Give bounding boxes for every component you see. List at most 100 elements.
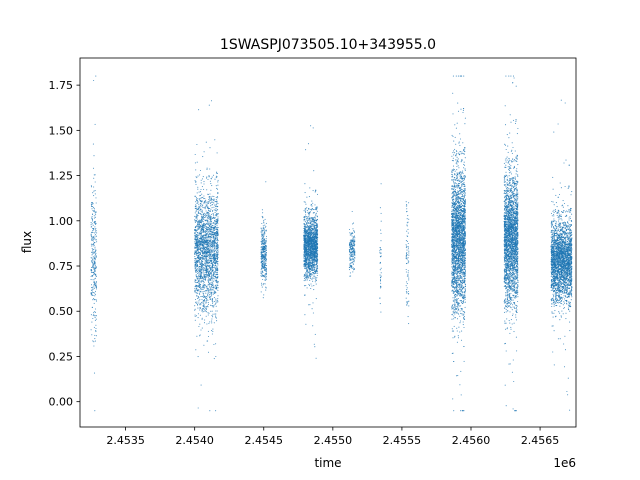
data-point bbox=[206, 201, 208, 203]
data-point bbox=[95, 230, 97, 232]
data-point bbox=[313, 285, 315, 287]
data-point bbox=[196, 218, 198, 220]
data-point bbox=[215, 263, 217, 265]
data-point bbox=[211, 270, 213, 272]
data-point bbox=[307, 211, 309, 213]
data-point bbox=[210, 100, 213, 102]
data-point bbox=[262, 261, 264, 263]
data-point bbox=[207, 271, 209, 273]
data-point bbox=[202, 290, 204, 293]
data-point bbox=[304, 241, 306, 243]
data-point bbox=[315, 357, 317, 359]
data-point bbox=[405, 256, 407, 258]
data-point bbox=[200, 384, 202, 386]
data-point bbox=[200, 222, 202, 224]
data-point bbox=[313, 243, 315, 245]
data-point bbox=[94, 235, 96, 237]
data-point bbox=[197, 259, 199, 261]
data-point bbox=[204, 214, 206, 216]
data-point bbox=[204, 242, 206, 244]
data-point bbox=[197, 226, 199, 228]
data-point bbox=[91, 286, 93, 288]
data-point bbox=[313, 224, 316, 226]
data-point bbox=[197, 317, 199, 319]
data-point bbox=[94, 293, 96, 296]
data-point bbox=[196, 266, 198, 268]
data-point bbox=[209, 210, 211, 213]
data-point bbox=[313, 275, 315, 277]
data-point bbox=[92, 236, 94, 238]
data-point bbox=[91, 294, 93, 296]
data-point bbox=[215, 242, 217, 245]
data-point bbox=[316, 245, 318, 247]
data-point bbox=[207, 283, 209, 286]
data-point bbox=[194, 212, 196, 214]
data-point bbox=[308, 215, 310, 218]
data-point bbox=[405, 271, 407, 273]
data-point bbox=[265, 272, 268, 274]
data-point bbox=[350, 255, 352, 257]
data-point bbox=[209, 279, 212, 281]
data-point bbox=[306, 246, 308, 248]
data-point bbox=[308, 265, 311, 267]
data-point bbox=[91, 244, 93, 246]
data-point bbox=[211, 299, 213, 301]
data-point bbox=[311, 229, 313, 231]
data-point bbox=[304, 255, 307, 257]
data-point bbox=[204, 246, 206, 248]
data-point bbox=[312, 240, 314, 242]
data-point bbox=[260, 271, 262, 273]
data-point bbox=[207, 207, 209, 209]
data-point bbox=[96, 241, 98, 243]
data-point bbox=[261, 222, 263, 225]
data-point bbox=[349, 244, 352, 246]
data-point bbox=[194, 291, 196, 293]
data-point bbox=[95, 282, 97, 284]
data-point bbox=[198, 279, 200, 281]
data-point bbox=[407, 316, 409, 318]
data-point bbox=[203, 281, 205, 283]
data-point bbox=[95, 330, 97, 332]
data-point bbox=[205, 271, 207, 273]
data-point bbox=[94, 273, 97, 276]
data-point bbox=[195, 271, 197, 273]
data-point bbox=[349, 262, 351, 265]
data-point bbox=[208, 104, 210, 106]
data-point bbox=[91, 247, 93, 250]
data-point bbox=[262, 270, 264, 272]
data-point bbox=[92, 317, 94, 320]
data-point bbox=[408, 202, 410, 204]
data-point bbox=[203, 310, 205, 312]
data-point bbox=[94, 311, 96, 313]
data-point bbox=[408, 279, 410, 281]
data-point bbox=[194, 232, 196, 234]
data-point bbox=[195, 260, 197, 262]
data-point bbox=[195, 229, 197, 231]
data-point bbox=[265, 249, 267, 251]
data-point bbox=[407, 215, 409, 217]
data-point bbox=[315, 215, 317, 217]
data-point bbox=[94, 410, 96, 412]
data-point bbox=[90, 257, 92, 259]
data-point bbox=[207, 252, 209, 254]
data-point bbox=[215, 274, 217, 276]
data-point bbox=[201, 327, 203, 329]
data-point bbox=[90, 294, 92, 296]
data-point bbox=[212, 199, 214, 201]
data-point bbox=[305, 207, 307, 209]
data-point bbox=[305, 268, 307, 270]
data-point bbox=[92, 288, 94, 290]
data-point bbox=[93, 326, 95, 328]
data-point bbox=[93, 186, 95, 188]
data-point bbox=[406, 262, 408, 264]
data-point bbox=[306, 220, 308, 222]
data-point bbox=[207, 280, 209, 282]
data-point bbox=[214, 209, 216, 211]
data-point bbox=[316, 248, 318, 250]
data-point bbox=[405, 285, 407, 287]
data-point bbox=[264, 224, 266, 226]
data-point bbox=[212, 201, 214, 203]
data-point bbox=[306, 249, 308, 251]
data-point bbox=[92, 210, 94, 212]
data-point bbox=[217, 179, 219, 181]
